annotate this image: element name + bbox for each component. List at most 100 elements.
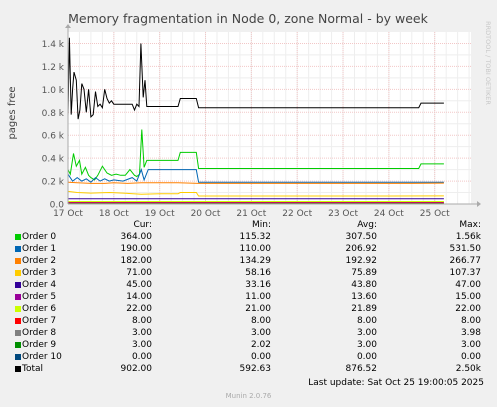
legend-name: Order 6 (22, 304, 57, 314)
grid (67, 32, 471, 205)
legend-min: 58.16 (245, 268, 271, 278)
legend-header-avg: Avg: (357, 220, 377, 230)
legend-name: Order 7 (22, 316, 57, 326)
legend-name: Order 4 (22, 280, 57, 290)
legend-max: 107.37 (449, 268, 482, 278)
legend-swatch (15, 234, 21, 240)
legend-name: Order 2 (22, 256, 57, 266)
legend-swatch (15, 282, 21, 288)
legend-swatch (15, 366, 21, 372)
legend-row: Order 6 22.00 21.00 21.89 22.00 (0, 303, 497, 315)
legend-row: Order 5 14.00 11.00 13.60 15.00 (0, 291, 497, 303)
legend-min: 21.00 (245, 304, 271, 314)
legend-cur: 0.00 (131, 352, 152, 362)
legend-name: Order 1 (22, 244, 57, 254)
legend-cur: 22.00 (126, 304, 152, 314)
legend-row: Total 902.00 592.63 876.52 2.50k (0, 363, 497, 375)
legend-min: 8.00 (250, 316, 271, 326)
legend-avg: 3.00 (356, 328, 377, 338)
y-tick-label: 1.2 k (42, 63, 65, 73)
legend-avg: 876.52 (345, 364, 378, 374)
y-tick-label: 0.0 (50, 201, 65, 211)
legend-row: Order 4 45.00 33.16 43.80 47.00 (0, 279, 497, 291)
rrdtool-watermark: RRDTOOL / TOBI OETIKER (484, 21, 492, 105)
legend-header-min: Min: (251, 220, 271, 230)
legend-swatch (15, 246, 21, 252)
legend-name: Order 0 (22, 232, 57, 242)
legend-max: 1.56k (455, 232, 481, 242)
legend-avg: 13.60 (351, 292, 377, 302)
x-tick-label: 25 Oct (420, 209, 450, 219)
legend-swatch (15, 354, 21, 360)
legend-min: 592.63 (239, 364, 272, 374)
x-tick-label: 22 Oct (282, 209, 312, 219)
series-total (67, 37, 444, 120)
y-tick-label: 0.4 k (42, 155, 65, 165)
plot-area (68, 32, 471, 204)
x-axis-arrow (477, 201, 481, 207)
x-tick-label: 23 Oct (328, 209, 358, 219)
legend-max: 22.00 (455, 304, 481, 314)
legend-cur: 14.00 (126, 292, 152, 302)
legend-max: 0.00 (460, 352, 481, 362)
y-tick-label: 1.0 k (42, 86, 65, 96)
legend-min: 33.16 (245, 280, 271, 290)
x-tick-label: 20 Oct (191, 209, 221, 219)
legend-row: Order 2 182.00 134.29 192.92 266.77 (0, 255, 497, 267)
last-update: Last update: Sat Oct 25 19:00:05 2025 (308, 378, 484, 388)
legend-name: Total (22, 364, 44, 374)
legend-name: Order 3 (22, 268, 57, 278)
legend-row: Order 8 3.00 3.00 3.00 3.98 (0, 327, 497, 339)
legend-max: 15.00 (455, 292, 481, 302)
series-order-1 (67, 168, 444, 183)
chart-title: Memory fragmentation in Node 0, zone Nor… (68, 11, 428, 26)
x-tick-label: 21 Oct (236, 209, 266, 219)
series-order-3 (67, 190, 444, 197)
legend-min: 3.00 (250, 328, 271, 338)
chart: Memory fragmentation in Node 0, zone Nor… (7, 11, 492, 219)
munin-version: Munin 2.0.76 (225, 392, 272, 400)
legend-swatch (15, 330, 21, 336)
legend-avg: 8.00 (356, 316, 377, 326)
legend-min: 0.00 (250, 352, 271, 362)
y-axis-label: pages free (7, 86, 18, 139)
legend-row: Order 7 8.00 8.00 8.00 8.00 (0, 315, 497, 327)
y-tick-labels: 0.0 0.2 k 0.4 k 0.6 k 0.8 k 1.0 k 1.2 k 1.4 k (42, 40, 65, 211)
legend-min: 115.32 (239, 232, 272, 242)
legend-avg: 75.89 (351, 268, 377, 278)
legend-avg: 206.92 (345, 244, 378, 254)
legend-cur: 190.00 (120, 244, 153, 254)
y-tick-label: 0.8 k (42, 109, 65, 119)
legend-header-max: Max: (459, 220, 481, 230)
legend-row: Order 0 364.00 115.32 307.50 1.56k (0, 231, 497, 243)
legend-swatch (15, 258, 21, 264)
legend-max: 266.77 (449, 256, 482, 266)
x-tick-label: 17 Oct (53, 209, 83, 219)
legend-cur: 902.00 (120, 364, 153, 374)
legend-swatch (15, 318, 21, 324)
legend-min: 2.02 (250, 340, 271, 350)
legend-avg: 0.00 (356, 352, 377, 362)
legend-avg: 43.80 (351, 280, 377, 290)
legend-cur: 182.00 (120, 256, 153, 266)
x-tick-label: 19 Oct (145, 209, 175, 219)
legend-max: 2.50k (455, 364, 481, 374)
legend-rows: Order 0 364.00 115.32 307.50 1.56k Order 1 190… (0, 231, 497, 375)
legend-cur: 71.00 (126, 268, 152, 278)
legend-swatch (15, 294, 21, 300)
legend-avg: 307.50 (345, 232, 378, 242)
legend-name: Order 10 (22, 352, 62, 362)
legend-avg: 21.89 (351, 304, 377, 314)
y-tick-label: 0.6 k (42, 132, 65, 142)
legend-row: Order 1 190.00 110.00 206.92 531.50 (0, 243, 497, 255)
legend-name: Order 5 (22, 292, 57, 302)
legend-max: 3.98 (460, 328, 481, 338)
legend-min: 110.00 (239, 244, 272, 254)
y-tick-label: 0.2 k (42, 178, 65, 188)
legend-swatch (15, 342, 21, 348)
y-tick-label: 1.4 k (42, 40, 65, 50)
legend-cur: 3.00 (131, 340, 152, 350)
legend-max: 47.00 (455, 280, 481, 290)
legend-name: Order 9 (22, 340, 57, 350)
y-axis-arrow (65, 24, 71, 28)
